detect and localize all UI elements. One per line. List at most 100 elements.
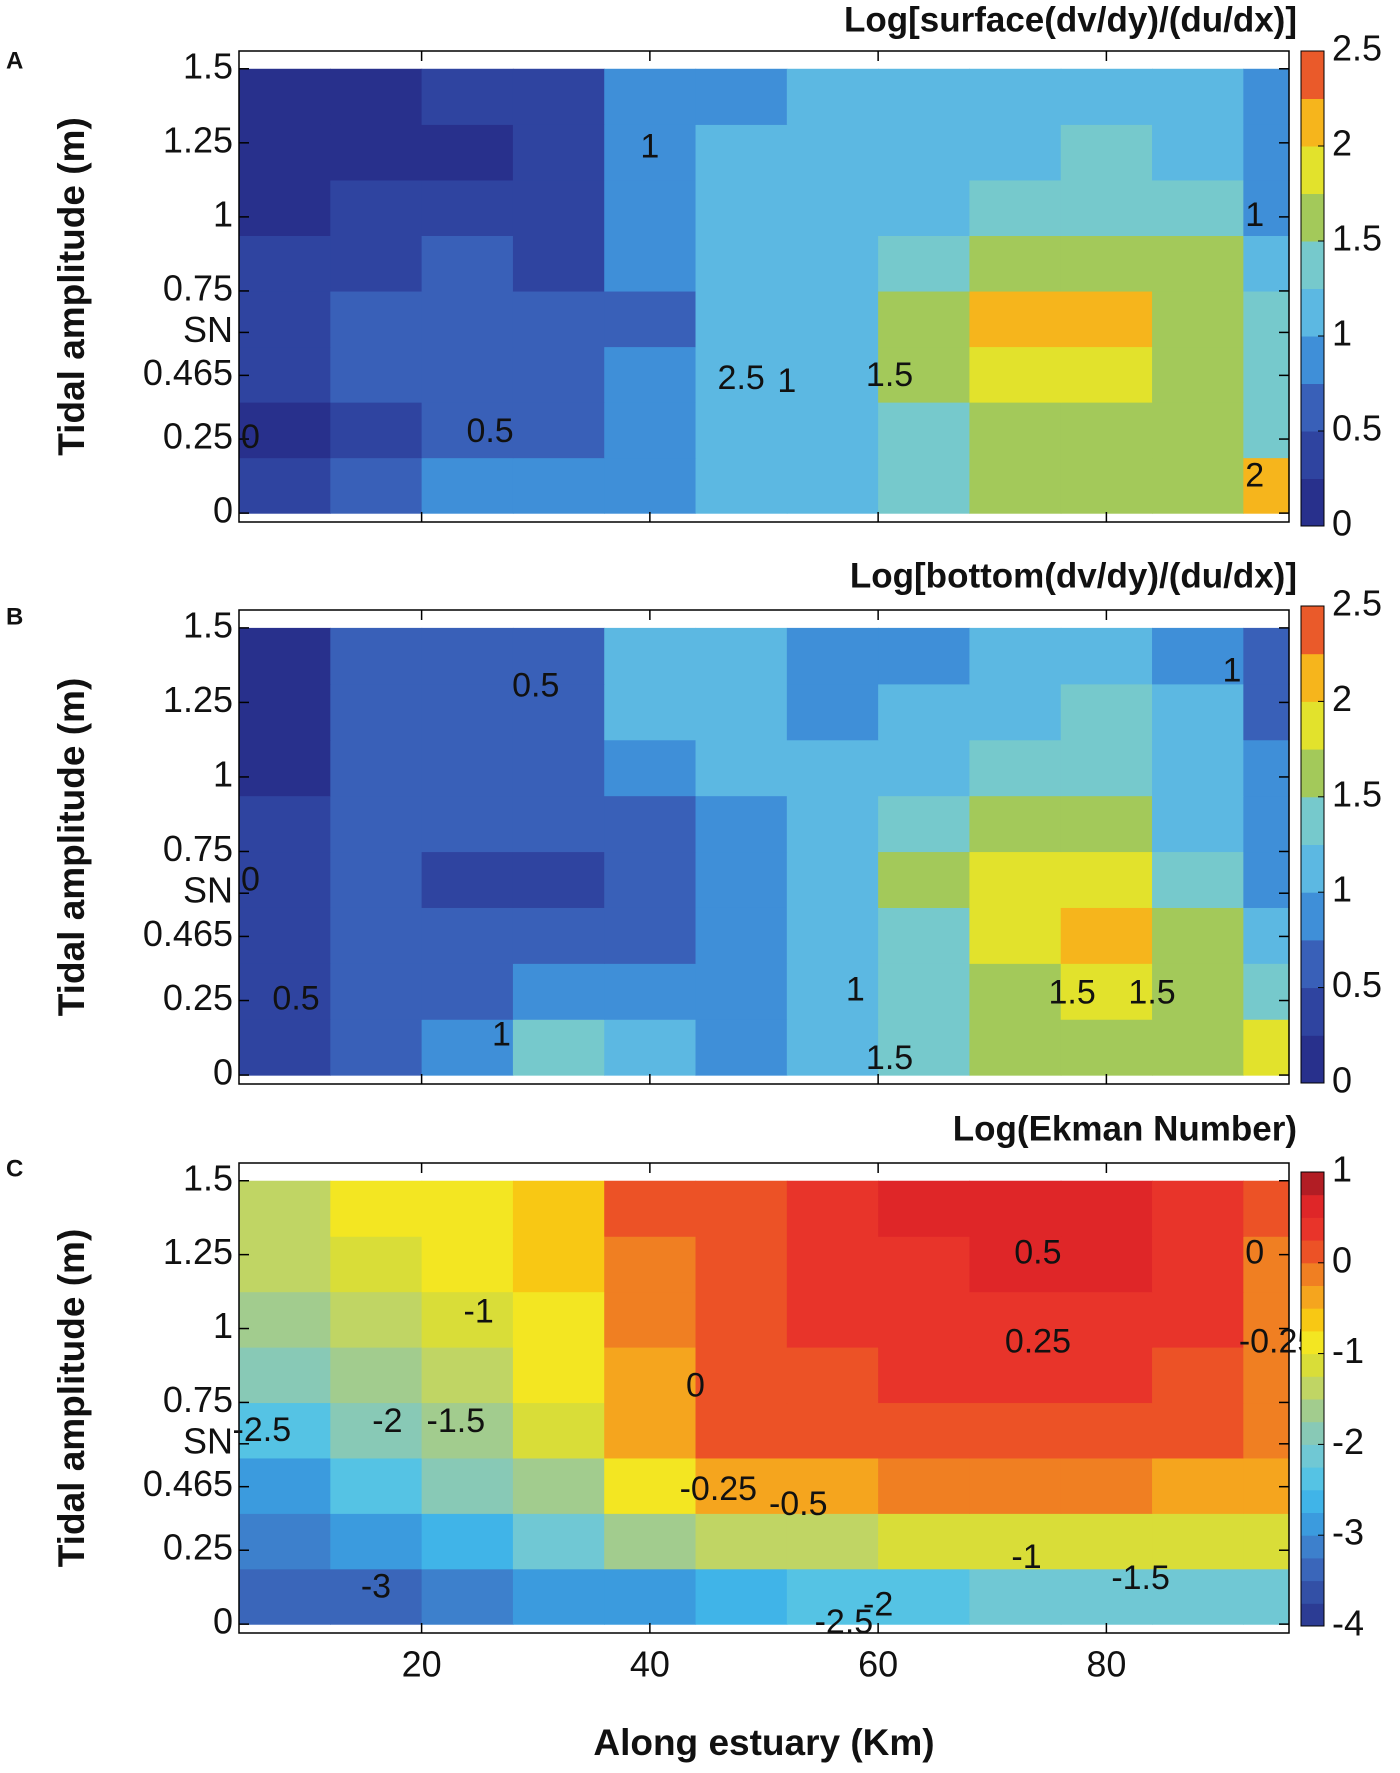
field-cell	[1243, 1568, 1290, 1625]
contour-label: 0.5	[466, 412, 513, 450]
colorbar-swatch	[1301, 336, 1324, 384]
colorbar-tick-label: 0.5	[1332, 408, 1382, 449]
field-cell	[1060, 795, 1153, 853]
field-cell	[512, 739, 605, 797]
field-cell	[1152, 1568, 1244, 1625]
field-cell	[878, 346, 971, 403]
field-cell	[786, 1291, 879, 1348]
field-cell	[512, 179, 605, 237]
colorbar-tick-label: 2.5	[1332, 28, 1382, 69]
field-cell	[512, 1291, 605, 1348]
colorbar-swatch	[1301, 1489, 1324, 1513]
field-cell	[604, 795, 697, 853]
field-cell	[695, 1347, 788, 1404]
field-cell	[969, 346, 1062, 403]
contour-label: 0	[1245, 1234, 1264, 1272]
contour-label: -2.5	[233, 1411, 292, 1449]
field-cell	[421, 627, 514, 685]
field-cell	[604, 68, 697, 125]
field-cell	[330, 683, 423, 741]
y-tick-label: 0.75	[163, 828, 233, 869]
field-cell	[878, 402, 971, 459]
field-cell	[695, 795, 788, 853]
field-cell	[239, 235, 331, 292]
colorbar-tick-label: 1.5	[1332, 218, 1382, 259]
field-cell	[1152, 457, 1244, 514]
field-cell	[1152, 402, 1244, 459]
field-cell	[604, 124, 697, 181]
y-tick-label: 1.25	[163, 119, 233, 160]
x-tick-label: 60	[858, 1644, 898, 1685]
field-cell	[239, 963, 331, 1020]
field-cell	[330, 963, 423, 1020]
field-cell	[512, 1180, 605, 1237]
colorbar-swatch	[1301, 844, 1324, 893]
field-cell	[512, 627, 605, 685]
contour-label: 0.25	[1005, 1322, 1071, 1360]
colorbar-swatch	[1301, 939, 1324, 989]
field-cell	[330, 1291, 423, 1348]
field-cell	[1152, 851, 1244, 908]
colorbar-swatch	[1301, 1172, 1324, 1196]
field-cell	[421, 1291, 514, 1348]
field-cell	[969, 68, 1062, 125]
colorbar-swatch	[1301, 1308, 1324, 1332]
field-cell	[1152, 68, 1244, 125]
field-cell	[878, 457, 971, 514]
field-cell	[1243, 124, 1290, 181]
field-cell	[969, 1568, 1062, 1625]
field-cell	[604, 851, 697, 908]
field-cell	[604, 402, 697, 459]
field-cell	[878, 1513, 971, 1570]
field-cell	[1060, 851, 1153, 908]
field-cell	[878, 1236, 971, 1293]
field-cell	[330, 739, 423, 797]
field-cell	[969, 963, 1062, 1020]
field-cell	[330, 68, 423, 125]
y-tick-label: SN	[183, 870, 233, 911]
field-cell	[421, 1513, 514, 1570]
contour-label: 0.5	[1014, 1234, 1061, 1272]
colorbar-swatch	[1301, 1512, 1324, 1536]
field-cell	[1060, 124, 1153, 181]
field-cell	[421, 1236, 514, 1293]
field-cell	[421, 124, 514, 181]
field-cell	[1152, 235, 1244, 292]
field-cell	[512, 1347, 605, 1404]
colorbar-swatch	[1301, 1421, 1324, 1445]
field-cell	[969, 235, 1062, 292]
field-cell	[1060, 68, 1153, 125]
field-cell	[512, 1236, 605, 1293]
field-cell	[421, 346, 514, 403]
field-cell	[512, 907, 605, 964]
field-cell	[1152, 346, 1244, 403]
field-cell	[1060, 683, 1153, 741]
axes-frame	[238, 609, 1290, 1085]
field-cell	[239, 851, 331, 908]
colorbar-swatch	[1301, 1285, 1324, 1309]
field-cell	[1060, 1402, 1153, 1459]
y-axis-label: Tidal amplitude (m)	[51, 1229, 92, 1568]
field-cell	[1060, 963, 1153, 1020]
y-tick-label: 1.5	[183, 604, 233, 645]
field-cell	[786, 739, 879, 797]
field-cell	[695, 457, 788, 514]
field-cell	[604, 1568, 697, 1625]
field-cell	[695, 851, 788, 908]
field-cell	[786, 1019, 879, 1076]
field-cell	[878, 739, 971, 797]
colorbar-swatch	[1301, 1353, 1324, 1377]
field-cell	[1060, 290, 1153, 348]
field-cell	[786, 290, 879, 348]
y-tick-label: 0	[213, 1601, 233, 1642]
field-cell	[786, 851, 879, 908]
field-cell	[695, 1457, 788, 1514]
field-cell	[512, 346, 605, 403]
field-cell	[512, 851, 605, 908]
field-cell	[1243, 1019, 1290, 1076]
field-cell	[604, 346, 697, 403]
colorbar-frame	[1300, 1171, 1325, 1627]
field-cell	[786, 402, 879, 459]
colorbar-swatch	[1301, 241, 1324, 289]
contour-label: -0.5	[769, 1485, 828, 1523]
